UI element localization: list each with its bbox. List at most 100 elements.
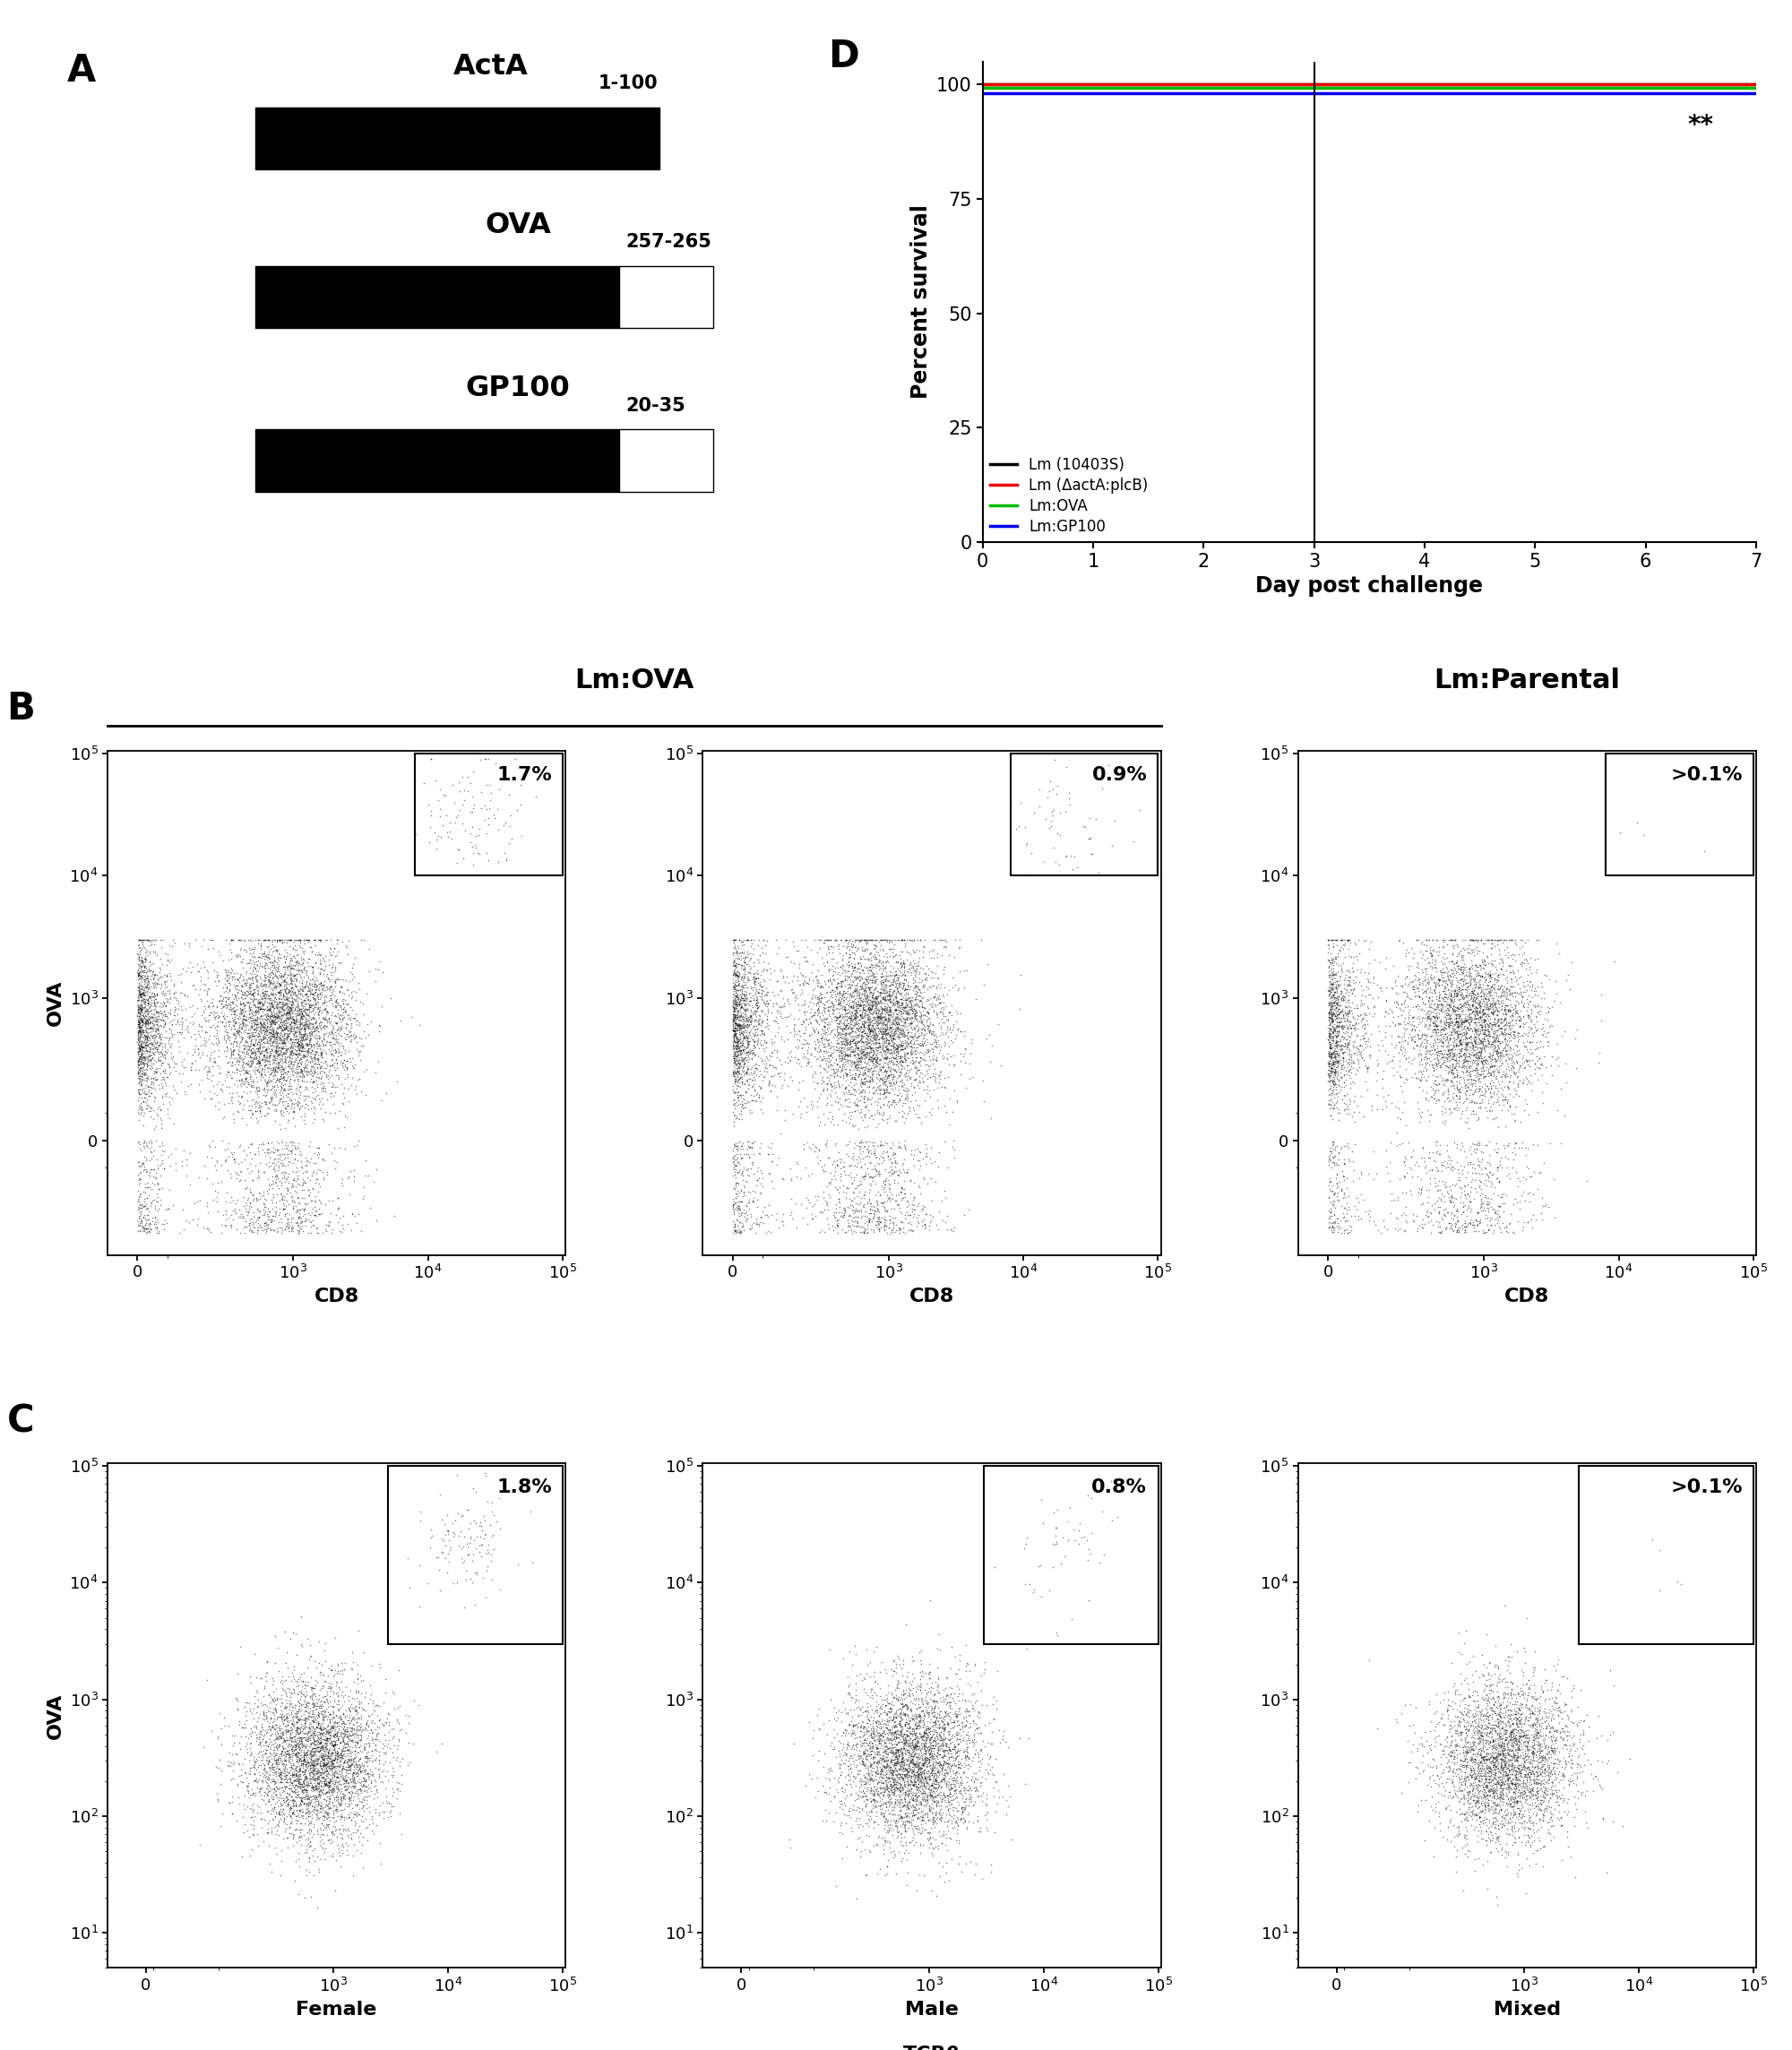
Point bbox=[1012, 1632, 1041, 1665]
Point bbox=[281, 1027, 310, 1060]
Point bbox=[905, 974, 934, 1007]
Point bbox=[874, 1781, 903, 1814]
Point bbox=[1534, 1765, 1563, 1798]
Point bbox=[136, 1160, 165, 1193]
Point bbox=[848, 1726, 876, 1759]
Point bbox=[810, 990, 839, 1023]
Point bbox=[1534, 1816, 1563, 1849]
Point bbox=[873, 1050, 901, 1082]
Point bbox=[289, 1747, 317, 1779]
Point bbox=[849, 1000, 878, 1033]
Point bbox=[828, 1043, 857, 1076]
Point bbox=[240, 1039, 269, 1072]
Point bbox=[450, 783, 478, 816]
Point bbox=[1426, 1037, 1455, 1070]
Point bbox=[851, 1761, 880, 1794]
Point bbox=[1484, 1749, 1512, 1781]
Point bbox=[1394, 1004, 1423, 1037]
Point bbox=[1482, 1697, 1511, 1730]
Point bbox=[333, 1160, 362, 1193]
Point bbox=[353, 1779, 382, 1812]
Point bbox=[828, 1734, 857, 1767]
Point bbox=[306, 1648, 335, 1681]
Point bbox=[240, 1002, 269, 1035]
Point bbox=[1339, 1144, 1367, 1177]
Point bbox=[1439, 990, 1468, 1023]
Point bbox=[1434, 1037, 1462, 1070]
Point bbox=[864, 1007, 892, 1039]
Point bbox=[1450, 923, 1478, 955]
Point bbox=[246, 994, 274, 1027]
Point bbox=[864, 1021, 892, 1054]
Point bbox=[919, 994, 948, 1027]
Point bbox=[251, 1009, 280, 1041]
Point bbox=[889, 1021, 918, 1054]
Point bbox=[1459, 976, 1487, 1009]
Point bbox=[839, 1035, 867, 1068]
Point bbox=[892, 990, 921, 1023]
Point bbox=[280, 939, 308, 972]
Point bbox=[1536, 1736, 1564, 1769]
Point bbox=[876, 1718, 905, 1751]
Point bbox=[310, 1757, 339, 1790]
Point bbox=[1487, 1665, 1516, 1697]
Point bbox=[326, 1745, 355, 1777]
Point bbox=[276, 1023, 305, 1056]
Point bbox=[305, 978, 333, 1011]
Point bbox=[140, 972, 168, 1004]
Point bbox=[260, 1152, 289, 1185]
Point bbox=[878, 1023, 907, 1056]
Point bbox=[880, 955, 909, 988]
Point bbox=[340, 1777, 369, 1810]
Point bbox=[754, 994, 783, 1027]
Point bbox=[1441, 1025, 1469, 1058]
Point bbox=[280, 1759, 308, 1792]
Point bbox=[1486, 1775, 1514, 1808]
Point bbox=[1416, 1142, 1444, 1175]
Point bbox=[1493, 1757, 1521, 1790]
Point bbox=[874, 923, 903, 955]
Point bbox=[265, 1043, 294, 1076]
Point bbox=[1480, 968, 1509, 1000]
Point bbox=[1466, 1736, 1495, 1769]
Point bbox=[1482, 1749, 1511, 1781]
Point bbox=[330, 1779, 358, 1812]
Point bbox=[289, 1777, 317, 1810]
Point bbox=[1082, 1476, 1111, 1509]
Point bbox=[240, 959, 269, 992]
Point bbox=[1500, 1781, 1529, 1814]
Point bbox=[342, 1681, 371, 1714]
Point bbox=[898, 1757, 926, 1790]
Point bbox=[728, 1142, 756, 1175]
Point bbox=[251, 998, 280, 1031]
Point bbox=[238, 978, 267, 1011]
Point bbox=[1319, 988, 1348, 1021]
Point bbox=[321, 986, 349, 1019]
Point bbox=[747, 1004, 776, 1037]
Point bbox=[125, 959, 154, 992]
Point bbox=[280, 1775, 308, 1808]
Point bbox=[321, 963, 349, 996]
Point bbox=[1460, 1798, 1489, 1831]
Point bbox=[853, 963, 882, 996]
Point bbox=[887, 994, 916, 1027]
Point bbox=[830, 990, 858, 1023]
Point bbox=[324, 1693, 353, 1726]
Point bbox=[154, 1191, 183, 1224]
Point bbox=[937, 972, 966, 1004]
Point bbox=[1452, 1767, 1480, 1800]
Point bbox=[312, 1751, 340, 1783]
Point bbox=[1321, 996, 1349, 1029]
Point bbox=[1493, 1152, 1521, 1185]
Point bbox=[866, 1671, 894, 1704]
Point bbox=[939, 1048, 968, 1080]
Point bbox=[274, 1105, 303, 1138]
Point bbox=[1435, 978, 1464, 1011]
Point bbox=[1378, 996, 1407, 1029]
Point bbox=[864, 1767, 892, 1800]
Point bbox=[222, 980, 251, 1013]
Point bbox=[742, 984, 771, 1017]
Point bbox=[254, 1745, 283, 1777]
Point bbox=[296, 1716, 324, 1749]
Point bbox=[1480, 1730, 1509, 1763]
